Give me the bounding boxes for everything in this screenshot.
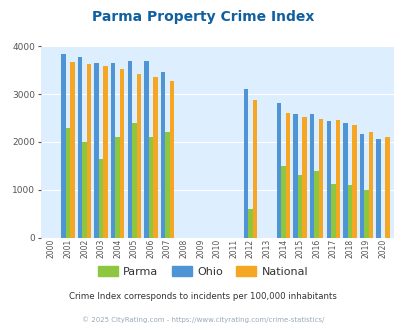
Bar [66,127,70,238]
Text: © 2025 CityRating.com - https://www.cityrating.com/crime-statistics/: © 2025 CityRating.com - https://www.city… [82,317,323,323]
Bar [368,132,372,238]
Bar [115,137,119,238]
Bar [70,62,75,238]
Bar [326,121,330,238]
Bar [243,89,247,238]
Text: Parma Property Crime Index: Parma Property Crime Index [92,10,313,24]
Bar [252,100,256,238]
Text: Crime Index corresponds to incidents per 100,000 inhabitants: Crime Index corresponds to incidents per… [69,292,336,301]
Legend: Parma, Ohio, National: Parma, Ohio, National [93,261,312,281]
Bar [293,114,297,238]
Bar [132,123,136,238]
Bar [103,66,108,238]
Bar [160,72,165,238]
Bar [165,132,169,238]
Bar [276,103,281,238]
Bar [94,63,99,238]
Bar [314,171,318,238]
Bar [351,125,356,238]
Bar [153,77,157,238]
Bar [78,57,82,238]
Bar [111,63,115,238]
Bar [330,184,335,238]
Bar [82,142,87,238]
Bar [285,113,290,238]
Bar [99,159,103,238]
Bar [136,75,141,238]
Bar [335,120,339,238]
Bar [247,209,252,238]
Bar [297,176,302,238]
Bar [281,166,285,238]
Bar [61,54,66,238]
Bar [318,119,323,238]
Bar [302,117,306,238]
Bar [119,69,124,238]
Bar [363,190,368,238]
Bar [309,114,314,238]
Bar [127,60,132,238]
Bar [375,139,380,238]
Bar [359,134,363,238]
Bar [347,185,351,238]
Bar [144,60,148,238]
Bar [169,81,174,238]
Bar [87,64,91,238]
Bar [342,123,347,238]
Bar [384,137,389,238]
Bar [148,137,153,238]
